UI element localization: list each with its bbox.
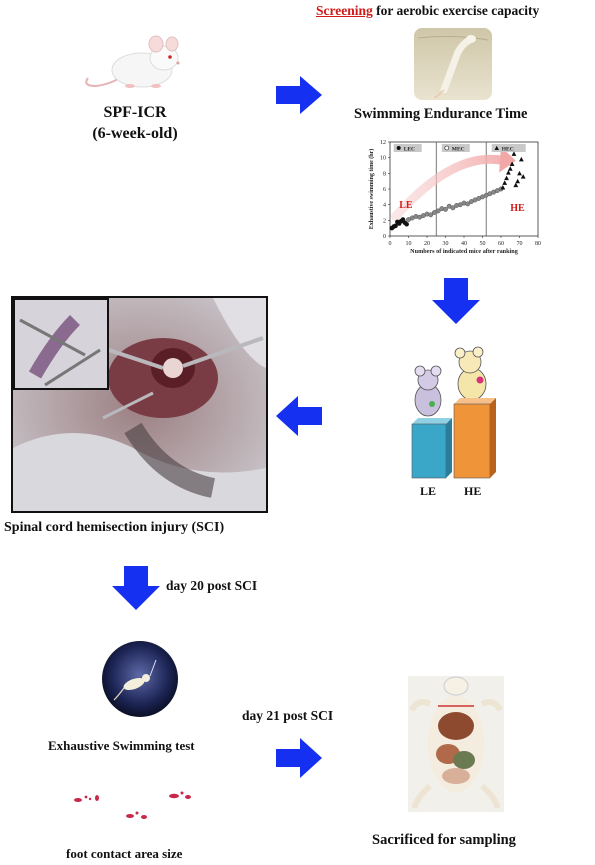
he-cartoon-mouse xyxy=(454,346,487,401)
hec-point-5 xyxy=(509,161,515,167)
x-tick-label-2: 20 xyxy=(424,241,430,247)
screening-highlight: Screening xyxy=(316,3,373,18)
chart-trend-arrowhead xyxy=(499,146,516,173)
arrow-down-icon xyxy=(432,278,480,324)
dissection-photo xyxy=(408,676,504,812)
y-tick-label-4: 8 xyxy=(383,171,386,177)
swim-time-scatter-chart: 0 10 20 30 40 50 60 70 80 0 2 4 6 8 10 12 Numbers of ind… xyxy=(368,140,541,255)
hec-point-8 xyxy=(515,178,521,184)
arrow-left-icon xyxy=(276,396,322,436)
white-mouse-illustration xyxy=(85,35,180,88)
surgery-label: Spinal cord hemisection injury (SCI) xyxy=(4,520,225,535)
y-tick-label-1: 2 xyxy=(383,218,386,224)
screening-title: Screening for aerobic exercise capacity xyxy=(316,3,539,19)
x-tick-label-0: 0 xyxy=(389,241,392,247)
legend-marker-0 xyxy=(396,146,401,150)
x-tick-label-8: 80 xyxy=(535,241,541,247)
hec-point-7 xyxy=(513,182,519,188)
x-tick-label-5: 50 xyxy=(480,241,486,247)
mec-point-10 xyxy=(443,206,448,212)
legend-label-1: MEC xyxy=(452,146,465,152)
legend-box-1 xyxy=(441,144,470,152)
hec-point-0 xyxy=(500,185,506,190)
legend-box-0 xyxy=(393,144,422,152)
mouse-label: SPF-ICR (6-week-old) xyxy=(60,102,210,144)
y-tick-label-3: 6 xyxy=(383,187,386,193)
arrow-right-icon-2 xyxy=(276,738,322,778)
x-tick-label-7: 70 xyxy=(517,241,523,247)
mec-point-16 xyxy=(465,201,471,207)
foot-label: foot contact area size xyxy=(66,846,183,861)
surgery-inset-drawing xyxy=(15,300,107,388)
annotation-le: LE xyxy=(399,200,413,211)
arrow-right-icon xyxy=(276,76,322,114)
annotation-he: HE xyxy=(510,203,525,214)
surgery-photo xyxy=(11,296,268,513)
legend-marker-2 xyxy=(494,145,499,150)
group-bars-illustration xyxy=(411,346,496,479)
y-tick-label-6: 12 xyxy=(380,140,386,146)
le-cartoon-mouse xyxy=(414,365,442,417)
he-bar xyxy=(453,403,491,479)
hec-point-6 xyxy=(511,151,517,156)
hec-point-2 xyxy=(504,175,509,181)
y-tick-label-0: 0 xyxy=(383,234,386,240)
sacrifice-label: Sacrificed for sampling xyxy=(372,832,516,848)
day20-label: day 20 post SCI xyxy=(166,578,258,593)
x-tick-label-6: 60 xyxy=(498,241,504,247)
hec-point-11 xyxy=(520,174,526,179)
hec-point-1 xyxy=(502,180,508,185)
screening-rest: for aerobic exercise capacity xyxy=(372,3,540,18)
x-tick-label-3: 30 xyxy=(443,241,449,247)
mouse-label-line2: (6-week-old) xyxy=(92,125,178,142)
hec-point-9 xyxy=(517,170,522,176)
legend-label-2: HEC xyxy=(502,146,514,152)
mec-point-8 xyxy=(435,208,441,214)
y-tick-label-5: 10 xyxy=(380,156,386,162)
le-group-label: LE xyxy=(420,484,437,498)
y-tick-label-2: 4 xyxy=(383,203,386,209)
hec-point-10 xyxy=(518,156,524,162)
surgery-photo-drawing xyxy=(13,298,266,511)
arrow-down-icon-2 xyxy=(112,566,160,610)
lec-point-2 xyxy=(393,223,398,229)
swimming-mouse-photo xyxy=(414,28,492,100)
y-axis-label: Exhaustive swimming time (hr) xyxy=(368,149,375,230)
foot-print-image xyxy=(74,791,191,819)
mouse-label-line1: SPF-ICR xyxy=(103,104,167,121)
le-bar xyxy=(411,423,447,479)
swim-endurance-label: Swimming Endurance Time xyxy=(354,106,528,122)
lec-point-8 xyxy=(404,221,409,227)
he-group-label: HE xyxy=(464,484,482,498)
swim-test-photo xyxy=(102,641,178,717)
legend-box-2 xyxy=(491,144,526,152)
chart-trend-arrow xyxy=(391,154,510,221)
surgery-inset-photo xyxy=(13,298,109,390)
swim-test-label: Exhaustive Swimming test xyxy=(48,738,195,753)
chart-frame xyxy=(389,141,539,237)
hec-point-3 xyxy=(506,170,511,175)
mec-point-6 xyxy=(428,212,434,218)
mec-point-12 xyxy=(450,205,456,211)
hec-point-4 xyxy=(507,166,513,171)
x-tick-label-1: 10 xyxy=(406,241,412,247)
day21-label: day 21 post SCI xyxy=(242,708,334,723)
x-axis-label: Numbers of indicated mice after ranking xyxy=(410,248,519,255)
legend-marker-1 xyxy=(444,145,450,151)
x-tick-label-4: 40 xyxy=(461,241,467,247)
legend-label-0: LEC xyxy=(404,146,415,152)
